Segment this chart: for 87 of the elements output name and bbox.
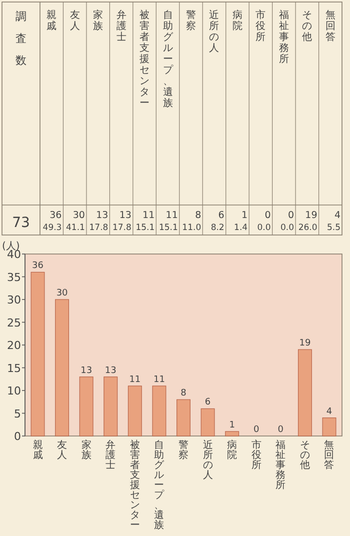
text: 0 <box>264 210 271 221</box>
bar <box>322 418 336 436</box>
y-tick-label: 20 <box>7 339 21 352</box>
text: 36 <box>50 210 62 221</box>
text: 0 <box>288 210 294 221</box>
x-tick-label: 友人 <box>57 440 68 461</box>
bar <box>104 376 118 436</box>
text: 8.2 <box>210 223 224 233</box>
category-label: 近所の人 <box>209 9 220 54</box>
bar <box>30 272 45 436</box>
x-tick-label: 無回答 <box>324 439 334 471</box>
y-tick-label: 30 <box>7 294 21 306</box>
text: 1 <box>242 210 248 221</box>
text: 11 <box>142 210 155 221</box>
text: 13 <box>119 210 132 221</box>
data-label: 0 <box>278 425 284 435</box>
x-tick-label: その他 <box>300 440 310 471</box>
bar <box>298 349 312 436</box>
x-tick-label: 福祉事務所 <box>276 439 286 491</box>
text: 17.8 <box>89 223 108 233</box>
y-tick-label: 0 <box>14 430 21 443</box>
bar <box>128 386 142 436</box>
text: 11 <box>166 210 178 221</box>
category-label: 自助グループ、遺族 <box>154 440 164 531</box>
x-tick-label: 弁護士 <box>106 439 116 471</box>
category-label: その他 <box>302 10 312 43</box>
category-label: 病院 <box>232 9 242 32</box>
y-tick-label: 10 <box>7 384 21 398</box>
text: 調査数 <box>16 10 26 67</box>
bar <box>225 431 240 436</box>
x-tick-label: 病院 <box>227 439 238 461</box>
data-label: 36 <box>32 261 44 272</box>
text: 73 <box>12 215 30 231</box>
text: 0.0 <box>257 223 271 233</box>
x-tick-label: 警察 <box>178 439 188 461</box>
category-label: 市役所 <box>256 9 266 43</box>
y-tick-label: 35 <box>7 270 21 284</box>
category-label: 被害者支援センター <box>130 440 140 531</box>
y-tick-label: 5 <box>14 407 21 420</box>
y-axis-title: (人) <box>2 241 20 252</box>
data-label: 19 <box>299 338 311 349</box>
data-label: 6 <box>204 398 211 408</box>
text: 15.1 <box>158 223 178 233</box>
category-label: 無回答 <box>325 9 336 43</box>
x-tick-label: 家族 <box>81 439 92 461</box>
data-label: 11 <box>153 374 165 385</box>
text: 0.0 <box>280 223 294 233</box>
category-label: 親戚 <box>46 9 57 32</box>
text: 49.3 <box>42 223 62 233</box>
y-tick-label: 15 <box>7 362 21 375</box>
text: 8 <box>195 210 202 221</box>
bar <box>176 399 190 436</box>
text: 1.4 <box>234 223 248 233</box>
category-label: 警察 <box>186 9 196 32</box>
x-tick-label: 親戚 <box>32 439 43 461</box>
text: 17.8 <box>112 223 132 233</box>
text: 15.1 <box>136 223 155 233</box>
text: 30 <box>72 210 85 221</box>
x-tick-label: 近所の人 <box>202 439 213 481</box>
category-label: 福祉事務所 <box>278 9 289 65</box>
data-label: 11 <box>129 374 141 385</box>
category-label: 自助グループ、遺族 <box>162 10 173 109</box>
data-label: 13 <box>80 366 92 376</box>
x-tick-label: 市役所 <box>251 439 262 471</box>
bar <box>55 299 70 436</box>
text: 26.0 <box>298 223 318 233</box>
category-label: 弁護士 <box>116 9 126 43</box>
data-label: 30 <box>56 288 68 298</box>
text: 6 <box>218 210 224 221</box>
text: 5.5 <box>326 223 340 233</box>
category-label: 被害者支援センター <box>140 10 150 109</box>
bar <box>152 386 166 436</box>
y-tick-label: 25 <box>7 316 21 330</box>
text: 13 <box>96 210 108 221</box>
text: 19 <box>305 210 318 221</box>
data-label: 0 <box>254 425 260 435</box>
bar <box>200 408 215 436</box>
text: 41.1 <box>66 223 85 233</box>
category-label: 友人 <box>70 10 80 32</box>
data-label: 4 <box>326 406 332 417</box>
data-label: 8 <box>180 388 187 399</box>
text: 4 <box>334 210 340 221</box>
data-label: 1 <box>229 420 235 430</box>
category-label: 家族 <box>93 9 104 32</box>
data-label: 13 <box>104 366 116 376</box>
text: 11.0 <box>182 223 202 233</box>
bar <box>79 376 94 436</box>
